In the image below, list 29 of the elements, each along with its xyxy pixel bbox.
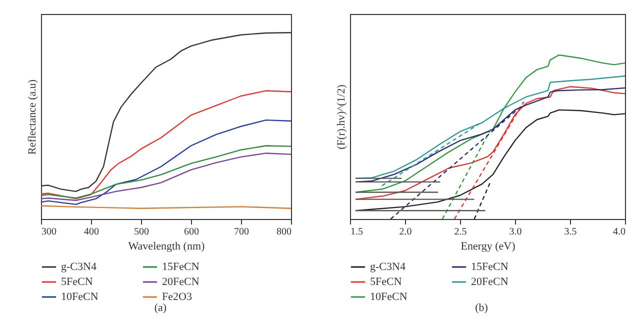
x-tick-label: 4.0: [612, 226, 625, 238]
y-axis-title: Reflectance (a.u): [26, 79, 38, 155]
x-tick-label: 600: [184, 226, 199, 238]
x-axis-title: Wavelength (nm): [128, 240, 206, 252]
x-tick-label: 1.5: [350, 226, 362, 238]
legend-label: 20FeCN: [162, 276, 200, 288]
x-axis-title: Energy (eV): [460, 240, 516, 252]
legend-label: g-C3N4: [370, 261, 406, 273]
legend-label: 5FeCN: [370, 276, 402, 288]
legend-label: 20FeCN: [470, 276, 508, 288]
x-tick-label: 500: [134, 226, 149, 238]
x-tick-label: 400: [84, 226, 99, 238]
legend-label: Fe2O3: [162, 291, 192, 303]
legend-label: 10FeCN: [370, 291, 407, 303]
x-tick-label: 3.5: [564, 226, 576, 238]
y-axis-title: (F(r).hv)^(1/2): [335, 84, 347, 150]
x-tick-label: 700: [234, 226, 249, 238]
text: (b): [475, 302, 488, 314]
x-tick-label: 2.5: [454, 226, 466, 238]
x-tick-label: 3.0: [508, 226, 522, 238]
legend-label: 5FeCN: [61, 276, 93, 288]
x-tick-label: 300: [42, 226, 56, 238]
legend-label: g-C3N4: [61, 261, 97, 273]
legend-label: 15FeCN: [470, 261, 508, 273]
legend-label: 10FeCN: [61, 291, 98, 303]
x-tick-label: 800: [276, 226, 292, 238]
x-tick-label: 2.0: [398, 226, 412, 238]
legend-label: 15FeCN: [162, 261, 200, 273]
text: (a): [154, 302, 167, 314]
